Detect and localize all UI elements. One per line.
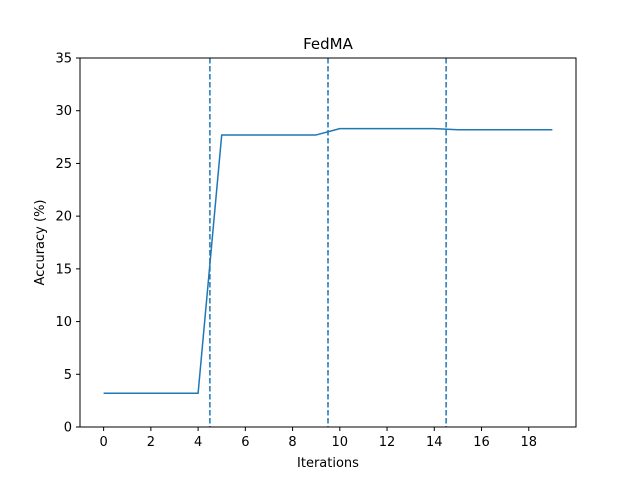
y-tick-label: 25 xyxy=(55,157,72,172)
x-tick-label: 18 xyxy=(520,435,537,450)
y-tick-label: 0 xyxy=(64,421,72,436)
y-tick-label: 20 xyxy=(55,210,72,225)
y-axis-title: Accuracy (%) xyxy=(33,200,48,286)
x-axis: 0 2 4 6 8 10 12 14 16 18 xyxy=(99,427,537,450)
accuracy-line xyxy=(103,127,553,395)
plot-area xyxy=(103,58,553,427)
chart-title: FedMA xyxy=(303,35,353,53)
y-tick-label: 5 xyxy=(64,368,72,383)
x-tick-label: 10 xyxy=(332,435,349,450)
y-tick-label: 30 xyxy=(55,104,72,119)
x-tick-label: 8 xyxy=(288,435,296,450)
x-tick-label: 14 xyxy=(426,435,443,450)
x-tick-label: 0 xyxy=(99,435,107,450)
y-tick-label: 10 xyxy=(55,315,72,330)
x-tick-label: 6 xyxy=(241,435,249,450)
x-tick-label: 12 xyxy=(379,435,396,450)
x-tick-label: 16 xyxy=(473,435,490,450)
plot-frame xyxy=(79,57,577,428)
y-tick-label: 15 xyxy=(55,262,72,277)
x-tick-label: 2 xyxy=(147,435,155,450)
x-axis-title: Iterations xyxy=(297,456,359,471)
y-tick-label: 35 xyxy=(55,52,72,67)
y-axis: 0 5 10 15 20 25 30 35 xyxy=(55,52,80,436)
x-tick-label: 4 xyxy=(194,435,202,450)
